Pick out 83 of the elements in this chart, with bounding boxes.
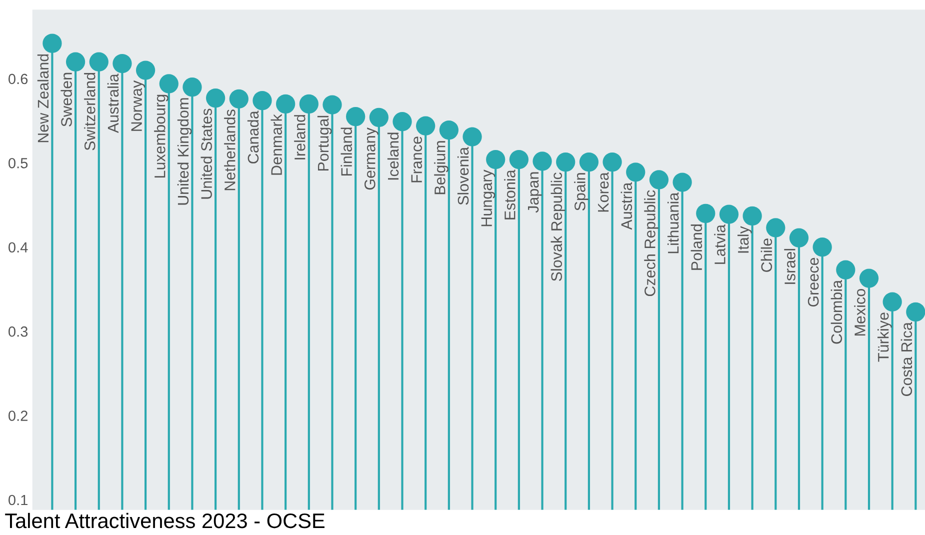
x-tick-label: Türkiye xyxy=(878,312,892,362)
point xyxy=(299,94,318,114)
x-tick-label: Japan xyxy=(528,172,542,213)
x-tick-label: Belgium xyxy=(434,141,448,194)
x-tick-label: Mexico xyxy=(854,289,866,336)
x-tick-label: Norway xyxy=(131,80,145,131)
x-tick-label: Sweden xyxy=(60,72,72,126)
point xyxy=(579,152,599,172)
point xyxy=(602,152,622,172)
point xyxy=(696,204,716,223)
x-tick-label: Czech Republic xyxy=(644,190,658,296)
point xyxy=(89,52,108,72)
point xyxy=(882,292,902,312)
point xyxy=(369,108,388,127)
point xyxy=(159,74,178,94)
x-tick-label: United States xyxy=(200,108,212,199)
x-tick-label: Latvia xyxy=(714,224,726,264)
x-tick-label: Luxembourg xyxy=(154,94,168,178)
point xyxy=(276,94,296,114)
x-tick-label: Lithuania xyxy=(667,192,679,254)
point xyxy=(836,260,856,280)
x-tick-label: Spain xyxy=(574,173,588,211)
y-tick-label: 0.5 xyxy=(8,158,28,168)
point xyxy=(812,238,832,257)
x-tick-label: Chile xyxy=(760,238,772,272)
x-tick-label: Switzerland xyxy=(84,72,96,150)
point xyxy=(532,152,552,171)
y-tick-label: 0.1 xyxy=(8,494,28,506)
y-tick-label: 0.4 xyxy=(8,242,28,253)
x-tick-label: United Kingdom xyxy=(177,98,192,205)
x-tick-label: Canada xyxy=(247,110,259,164)
x-tick-label: Ireland xyxy=(294,115,306,160)
point xyxy=(416,116,436,136)
point xyxy=(439,120,459,140)
x-tick-label: Slovenia xyxy=(457,146,469,205)
x-tick-label: Greece xyxy=(808,258,819,307)
x-tick-label: New Zealand xyxy=(37,54,49,142)
x-tick-label: Austria xyxy=(620,182,632,230)
point xyxy=(766,218,786,238)
x-tick-label: Iceland xyxy=(387,132,399,180)
point xyxy=(789,228,809,248)
x-tick-label: Korea xyxy=(598,172,609,212)
x-tick-label: Denmark xyxy=(270,114,282,175)
x-tick-label: Costa Rica xyxy=(900,322,912,396)
text: Talent Attractiveness 2023 - OCSE xyxy=(5,512,324,528)
x-tick-label: France xyxy=(411,136,422,182)
point xyxy=(556,152,576,172)
point xyxy=(42,34,62,53)
x-tick-label: Australia xyxy=(107,74,119,134)
x-tick-label: Poland xyxy=(690,224,702,270)
point xyxy=(859,268,879,288)
x-tick-label: Hungary xyxy=(481,170,496,226)
point xyxy=(462,127,482,146)
x-tick-label: Netherlands xyxy=(224,110,236,190)
point xyxy=(392,112,412,132)
point xyxy=(486,150,506,170)
point xyxy=(509,150,529,170)
point xyxy=(672,172,692,192)
point xyxy=(136,60,156,80)
x-tick-label: Slovak Republic xyxy=(550,172,566,282)
point xyxy=(649,170,669,190)
x-tick-label: Estonia xyxy=(504,170,516,220)
x-tick-label: Finland xyxy=(340,128,352,176)
point xyxy=(229,89,248,108)
point xyxy=(742,206,762,226)
x-tick-label: Israel xyxy=(784,248,796,284)
x-tick-label: Germany xyxy=(364,128,378,190)
point xyxy=(112,54,132,74)
y-tick-label: 0.2 xyxy=(8,410,28,421)
point xyxy=(719,204,739,224)
y-tick-label: 0.6 xyxy=(8,74,28,84)
y-tick-label: 0.3 xyxy=(8,326,28,337)
point xyxy=(66,52,86,72)
point xyxy=(322,95,342,114)
x-tick-label: Portugal xyxy=(317,116,332,171)
point xyxy=(346,107,366,126)
point xyxy=(626,162,646,182)
point xyxy=(206,88,226,108)
x-tick-label: Italy xyxy=(737,226,752,253)
point xyxy=(906,302,925,322)
point xyxy=(182,78,202,97)
point xyxy=(252,91,272,110)
x-tick-label: Colombia xyxy=(830,280,842,344)
